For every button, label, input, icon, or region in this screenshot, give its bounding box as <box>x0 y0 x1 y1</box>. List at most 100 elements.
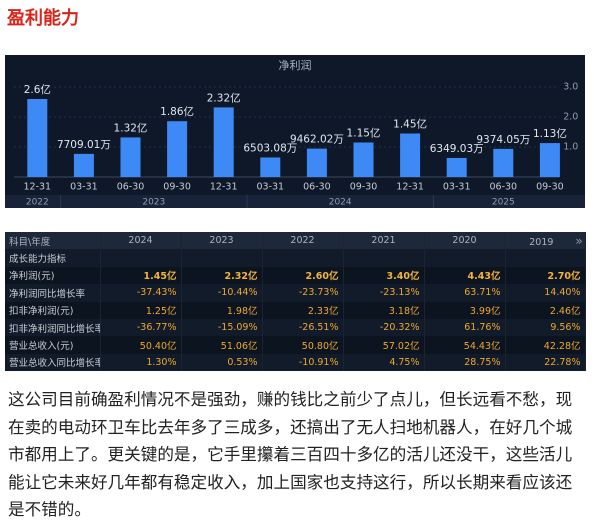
bar <box>73 153 94 177</box>
x-tick-label: 09-30 <box>350 182 378 193</box>
value-label: 7709.01万 <box>57 139 111 151</box>
chart: 净利润 1.0 2.0 3.0 2.6亿 12-31 7709.01万 03-31 1.32亿… <box>5 55 585 208</box>
x-tick-label: 03-31 <box>70 182 98 193</box>
value-cell: -20.32% <box>343 318 425 337</box>
empty-cell <box>262 249 344 267</box>
empty-cell <box>343 249 425 267</box>
value-cell: 1.25亿 <box>100 301 182 319</box>
bar <box>446 157 467 177</box>
x-tick-label: 12-31 <box>396 182 424 193</box>
value-label: 1.13亿 <box>533 127 567 140</box>
value-cell: -26.51% <box>262 318 344 337</box>
empty-cell <box>505 249 586 267</box>
value-cell: 42.28亿 <box>505 336 586 354</box>
value-cell: 2.46亿 <box>505 301 586 319</box>
value-label: 6503.08万 <box>243 142 297 154</box>
x-tick-label: 06-30 <box>489 182 517 193</box>
y-tick-label: 2.0 <box>563 112 578 123</box>
value-label: 1.45亿 <box>393 118 427 131</box>
page: 盈利能力 净利润 1.0 2.0 3.0 2.6亿 12-31 7709.01万 03-31… <box>5 8 586 519</box>
value-cell: -36.77% <box>100 318 182 337</box>
bar <box>167 121 188 177</box>
value-cell: 1.98亿 <box>181 301 263 319</box>
value-label: 2.6亿 <box>24 83 51 96</box>
value-cell: 3.18亿 <box>343 301 425 319</box>
bar <box>27 99 48 177</box>
data-table: 科目\年度 2024 2023 2022 2021 2020 2019 » 成长能力指标 净利润(… <box>5 232 586 372</box>
table-row: 营业总收入(元) 50.40亿 51.06亿 50.80亿 57.02亿 54.43亿 42… <box>5 336 586 354</box>
header-cell: 2021 <box>343 232 425 250</box>
bar <box>306 148 327 177</box>
value-cell: 2.32亿 <box>181 266 263 285</box>
table-row: 扣非净利润(元) 1.25亿 1.98亿 2.33亿 3.18亿 3.99亿 2.46亿 <box>5 301 586 319</box>
value-label: 2.32亿 <box>207 91 241 104</box>
value-label: 9462.02万 <box>290 134 344 146</box>
table-row: 净利润同比增长率 -37.43% -10.44% -23.73% -23.13% 63.7… <box>5 284 586 302</box>
bar <box>539 143 560 177</box>
table-row: 扣非净利润同比增长率 -36.77% -15.09% -26.51% -20.32% 61… <box>5 318 586 337</box>
bar <box>120 137 141 177</box>
header-text: 2019 <box>529 236 554 248</box>
more-button[interactable]: » <box>575 233 583 248</box>
value-cell: 2.70亿 <box>505 266 586 285</box>
bar <box>400 133 421 177</box>
value-cell: 0.53% <box>181 353 263 372</box>
header-cell: 2020 <box>424 232 506 250</box>
value-cell: 2.60亿 <box>262 266 344 285</box>
value-cell: 57.02亿 <box>343 336 425 354</box>
bar <box>213 107 234 177</box>
year-label: 2025 <box>492 198 515 208</box>
value-label: 1.32亿 <box>114 121 148 134</box>
header-cell: 2022 <box>262 232 344 250</box>
value-cell: 2.33亿 <box>262 301 344 319</box>
table-row: 净利润(元) 1.45亿 2.32亿 2.60亿 3.40亿 4.43亿 2.70亿 <box>5 266 586 285</box>
section-title: 盈利能力 <box>7 8 79 29</box>
header-cell: 科目\年度 <box>5 232 101 250</box>
value-cell: -10.91% <box>262 353 344 372</box>
header-cell: 2023 <box>181 232 263 250</box>
value-cell: 4.43亿 <box>424 266 506 285</box>
value-cell: 50.40亿 <box>100 336 182 354</box>
year-band <box>5 195 585 208</box>
value-cell: 3.40亿 <box>343 266 425 285</box>
y-tick-label: 1.0 <box>563 142 578 153</box>
value-cell: -23.73% <box>262 284 344 302</box>
header-cell: 2024 <box>100 232 182 250</box>
row-label: 扣非净利润同比增长率 <box>5 318 101 337</box>
x-tick-label: 03-31 <box>443 182 471 193</box>
row-label: 营业总收入同比增长率 <box>5 353 101 372</box>
value-cell: 1.30% <box>100 353 182 372</box>
value-cell: 54.43亿 <box>424 336 506 354</box>
table-row: 营业总收入同比增长率 1.30% 0.53% -10.91% 4.75% 28.75% 22… <box>5 353 586 372</box>
value-cell: 50.80亿 <box>262 336 344 354</box>
value-cell: 9.56% <box>505 318 586 337</box>
row-label: 净利润同比增长率 <box>5 284 101 302</box>
value-cell: 63.71% <box>424 284 506 302</box>
value-cell: 22.78% <box>505 353 586 372</box>
empty-cell <box>100 249 182 267</box>
value-cell: 4.75% <box>343 353 425 372</box>
chart-title: 净利润 <box>279 58 312 72</box>
value-label: 1.86亿 <box>160 105 194 118</box>
x-tick-label: 06-30 <box>117 182 145 193</box>
y-tick-label: 3.0 <box>563 82 578 93</box>
table-row: 成长能力指标 <box>5 249 586 267</box>
empty-cell <box>424 249 506 267</box>
x-tick-label: 06-30 <box>303 182 331 193</box>
row-label: 净利润(元) <box>5 266 101 285</box>
paragraph: 这公司目前确盈利情况不是强劲，赚的钱比之前少了点儿，但长远看不愁，现在卖的电动环… <box>8 390 573 519</box>
header-cell: 2019 » <box>505 232 586 250</box>
value-cell: -10.44% <box>181 284 263 302</box>
value-cell: -23.13% <box>343 284 425 302</box>
bar <box>353 142 374 177</box>
bar <box>493 148 514 177</box>
value-cell: 61.76% <box>424 318 506 337</box>
year-label: 2023 <box>142 198 165 208</box>
header-row: 科目\年度 2024 2023 2022 2021 2020 2019 » <box>5 232 586 250</box>
value-cell: 51.06亿 <box>181 336 263 354</box>
x-tick-label: 09-30 <box>163 182 191 193</box>
value-cell: 28.75% <box>424 353 506 372</box>
value-cell: -37.43% <box>100 284 182 302</box>
empty-cell <box>181 249 263 267</box>
row-label: 扣非净利润(元) <box>5 301 101 319</box>
